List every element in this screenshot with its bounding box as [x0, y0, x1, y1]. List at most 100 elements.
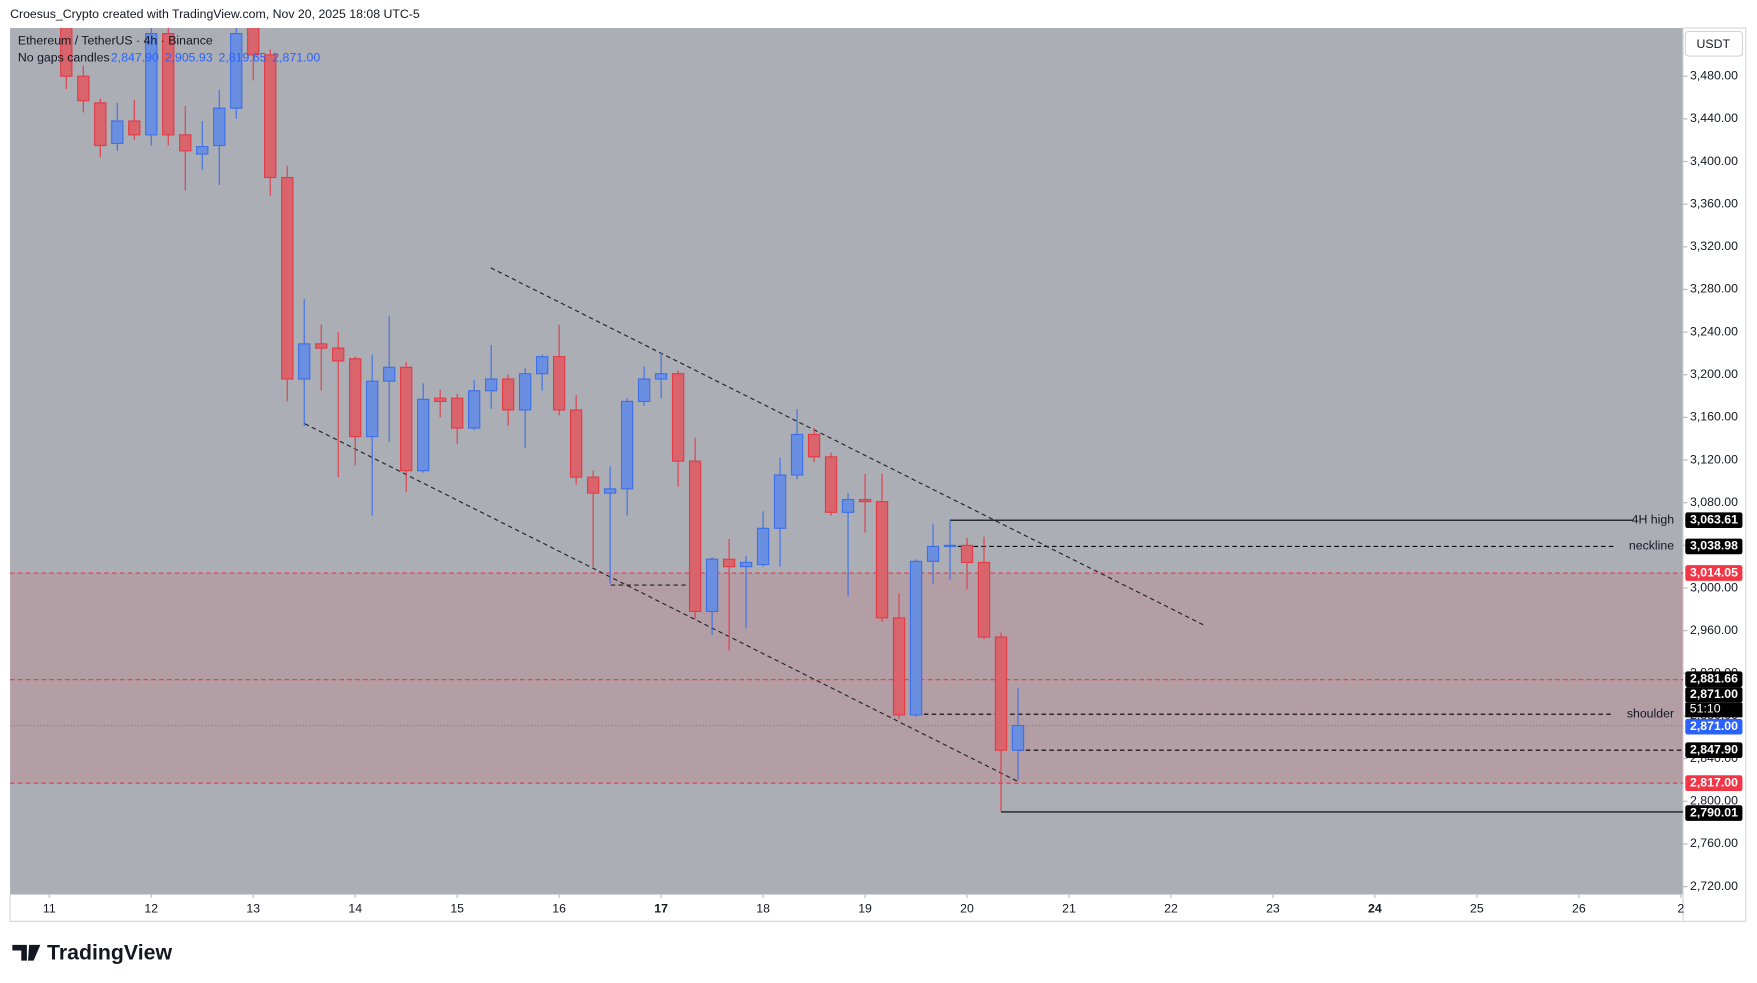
x-tick-label: 24	[1368, 901, 1382, 915]
y-tick-label: 3,000.00	[1690, 580, 1738, 594]
y-tick-label: 2,720.00	[1690, 879, 1738, 893]
subtitle: No gaps candles	[18, 51, 110, 65]
countdown: 51:10	[1690, 702, 1721, 716]
countdown-bg	[1685, 702, 1743, 718]
candle-body	[417, 398, 430, 472]
candle-body	[315, 343, 328, 349]
zone	[10, 573, 1684, 784]
level-note: neckline	[1629, 539, 1674, 553]
y-axis	[1682, 27, 1747, 922]
candle-body	[213, 107, 226, 147]
candle-body	[451, 397, 464, 429]
candle-body	[569, 409, 583, 478]
y-tick-label: 3,480.00	[1690, 68, 1738, 82]
attribution: Croesus_Crypto created with TradingView.…	[10, 7, 420, 21]
x-tick-label: 14	[348, 901, 362, 915]
currency-label[interactable]: USDT	[1697, 37, 1731, 51]
price-badge-bg	[1685, 775, 1743, 791]
candle-body	[518, 373, 532, 411]
y-tick-label: 3,200.00	[1690, 367, 1738, 381]
y-tick-label: 3,080.00	[1690, 495, 1738, 509]
candle-body	[790, 433, 804, 476]
candle-body	[383, 366, 396, 382]
candle-body	[960, 544, 974, 563]
symbol-title: Ethereum / TetherUS · 4h · Binance	[18, 34, 213, 48]
candle-body	[94, 102, 107, 147]
logo	[12, 944, 41, 961]
y-tick-label: 2,760.00	[1690, 836, 1738, 850]
x-tick-label: 16	[552, 901, 566, 915]
candle-body	[892, 617, 906, 716]
candle-body	[586, 476, 600, 494]
candle-body	[128, 120, 141, 136]
candle-body	[926, 545, 940, 562]
candle-body	[824, 456, 838, 513]
legend-value: 2,819.65	[219, 51, 267, 65]
x-tick-label: 26	[1572, 901, 1586, 915]
candle-body	[264, 54, 277, 179]
candle-body	[501, 378, 515, 411]
x-tick-label: 15	[450, 901, 464, 915]
price-badge: 3,038.98	[1690, 539, 1738, 553]
price-badge: 2,881.66	[1690, 671, 1738, 685]
last-price-badge: 2,871.00	[1690, 719, 1738, 733]
candle-body	[400, 366, 413, 472]
y-tick-label: 3,400.00	[1690, 154, 1738, 168]
close-badge-bg	[1685, 687, 1743, 703]
candle-body	[688, 460, 702, 613]
close-badge: 2,871.00	[1690, 687, 1738, 701]
candle-body	[620, 400, 634, 490]
y-tick-label: 3,160.00	[1690, 410, 1738, 424]
level-note: shoulder	[1627, 706, 1674, 720]
price-badge: 2,790.01	[1690, 805, 1738, 819]
price-badge-bg	[1685, 805, 1743, 821]
y-tick-label: 3,240.00	[1690, 324, 1738, 338]
price-badge-bg	[1685, 565, 1743, 581]
price-badge-bg	[1685, 512, 1743, 529]
candle-body	[858, 498, 872, 503]
price-badge-bg	[1685, 742, 1743, 759]
candle-body	[552, 356, 566, 411]
candle-body	[281, 176, 294, 380]
legend-value: 2,905.93	[165, 51, 213, 65]
candle-body	[637, 378, 651, 402]
candle-body	[145, 33, 158, 136]
price-badge-bg	[1685, 671, 1743, 688]
brand: TradingView	[47, 940, 172, 964]
candle-body	[349, 358, 362, 438]
y-tick-label: 3,360.00	[1690, 196, 1738, 210]
x-axis	[9, 893, 1684, 922]
price-badge: 2,817.00	[1690, 775, 1738, 789]
candle-body	[60, 28, 73, 77]
candle-body	[722, 558, 736, 568]
candle-body	[468, 390, 481, 429]
candle-body	[535, 356, 549, 375]
y-tick-label: 3,280.00	[1690, 282, 1738, 296]
candle-body	[230, 33, 243, 109]
y-tick-label: 3,320.00	[1690, 239, 1738, 253]
price-badge: 3,014.05	[1690, 565, 1738, 579]
x-tick-label: 18	[756, 901, 770, 915]
logo-dot	[30, 945, 37, 952]
x-tick-label: 20	[960, 901, 974, 915]
x-tick-label: 25	[1470, 901, 1484, 915]
currency-button[interactable]	[1684, 30, 1743, 57]
candle-body	[179, 134, 192, 152]
candle-body	[994, 636, 1008, 751]
legend-value: 2,871.00	[272, 51, 320, 65]
x-tick-label: 12	[144, 901, 158, 915]
candle-body	[332, 347, 345, 362]
candle-body	[162, 33, 175, 136]
candle-body	[875, 501, 889, 619]
y-tick-label: 2,960.00	[1690, 623, 1738, 637]
x-tick-label: 22	[1164, 901, 1178, 915]
price-badge: 3,063.61	[1690, 512, 1738, 526]
x-tick-label: 2	[1677, 901, 1684, 915]
candle-body	[247, 28, 260, 56]
legend-value: 2,847.90	[111, 51, 159, 65]
x-tick-label: 11	[43, 901, 56, 915]
candle-body	[485, 378, 498, 392]
candle-body	[671, 373, 685, 462]
candle-body	[654, 373, 668, 380]
